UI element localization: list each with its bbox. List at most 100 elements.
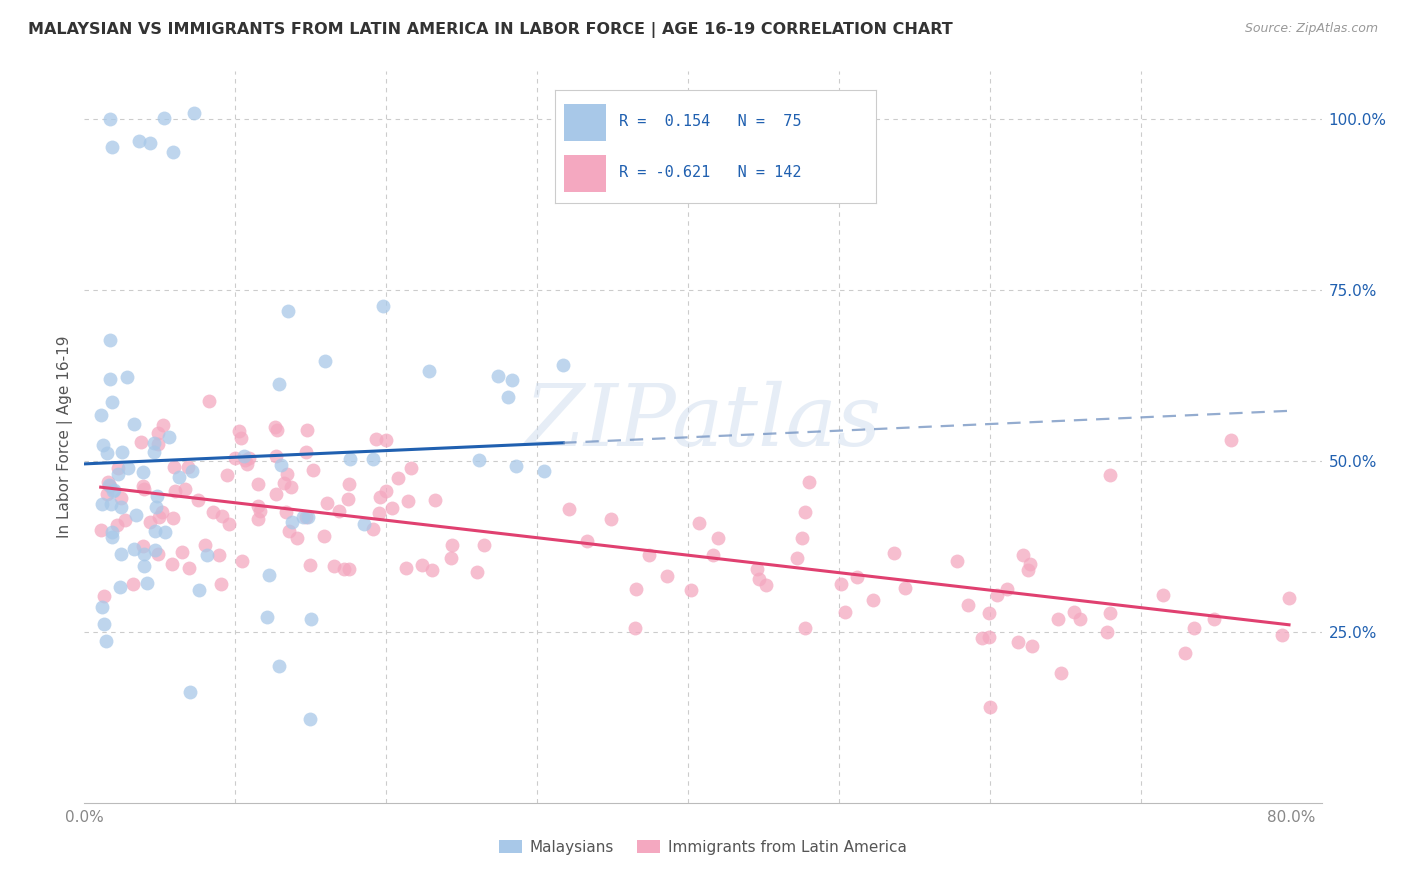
Point (1099, 467, 1122, 482)
Point (188, 583, 211, 598)
Point (139, 136, 162, 150)
Point (238, 450, 260, 465)
Point (1152, 589, 1174, 603)
Point (1019, 557, 1042, 571)
Legend: Malaysians, Immigrants from Latin America: Malaysians, Immigrants from Latin Americ… (494, 834, 912, 861)
Point (264, 420, 287, 434)
Point (786, 550, 808, 565)
Point (173, 482, 195, 496)
Point (97, 475, 120, 489)
Point (979, 606, 1001, 620)
Point (247, 512, 270, 526)
Point (467, 453, 489, 467)
Point (94, 634, 117, 648)
Point (893, 581, 915, 595)
Point (224, 451, 246, 466)
Point (103, 483, 125, 497)
Point (336, 491, 359, 506)
Point (276, 467, 298, 482)
Point (1220, 434, 1243, 448)
Point (1017, 563, 1039, 577)
Point (381, 500, 404, 515)
Point (986, 589, 1008, 603)
Point (122, 576, 145, 591)
Point (339, 477, 361, 491)
Point (93, 589, 115, 603)
Point (198, 394, 221, 409)
Point (208, 549, 231, 563)
Point (136, 575, 159, 590)
Point (152, 111, 174, 125)
Point (747, 572, 769, 586)
Point (979, 630, 1001, 644)
Point (143, 543, 166, 558)
Point (266, 424, 288, 438)
Point (125, 508, 148, 522)
Point (163, 460, 186, 475)
Point (128, 134, 150, 148)
Point (314, 354, 336, 368)
Point (98, 479, 121, 493)
Point (90, 523, 112, 537)
Point (845, 569, 868, 583)
Point (1095, 624, 1118, 639)
Point (655, 569, 678, 583)
Point (146, 437, 169, 451)
Point (257, 568, 280, 582)
Point (1278, 591, 1301, 605)
Point (96, 446, 118, 460)
Point (131, 435, 153, 450)
Point (1021, 639, 1043, 653)
Point (501, 373, 523, 387)
Point (134, 483, 156, 497)
Point (1046, 612, 1069, 626)
Point (883, 546, 905, 560)
Point (314, 529, 336, 543)
Point (235, 453, 257, 467)
Point (134, 547, 156, 561)
Point (285, 531, 308, 545)
Point (195, 548, 218, 562)
Point (162, 145, 184, 159)
Point (148, 426, 170, 441)
Point (157, 430, 180, 444)
Point (281, 515, 304, 529)
Point (131, 479, 153, 493)
Point (371, 299, 394, 313)
Point (401, 460, 423, 475)
Point (215, 467, 238, 482)
Point (465, 565, 488, 579)
Point (132, 465, 155, 479)
Point (558, 502, 581, 516)
Point (830, 577, 852, 591)
Point (396, 494, 419, 508)
Point (553, 359, 575, 373)
Point (1098, 606, 1121, 620)
Point (211, 509, 233, 524)
Point (246, 499, 269, 513)
Point (679, 583, 702, 598)
Point (143, 444, 166, 458)
Point (179, 560, 201, 574)
Point (98, 112, 121, 126)
Point (209, 577, 232, 591)
Point (231, 554, 253, 568)
Point (146, 547, 169, 561)
Point (145, 489, 167, 503)
Point (107, 467, 129, 482)
Point (143, 524, 166, 538)
Point (1174, 646, 1197, 660)
Point (278, 524, 301, 538)
Point (194, 538, 217, 552)
Point (233, 450, 256, 464)
Point (280, 480, 302, 494)
Point (256, 610, 278, 624)
Point (1063, 606, 1085, 620)
Point (688, 516, 710, 531)
Point (124, 541, 146, 556)
Point (100, 497, 122, 511)
Point (163, 483, 186, 498)
Point (624, 582, 647, 596)
Point (411, 558, 433, 573)
Point (1202, 612, 1225, 626)
